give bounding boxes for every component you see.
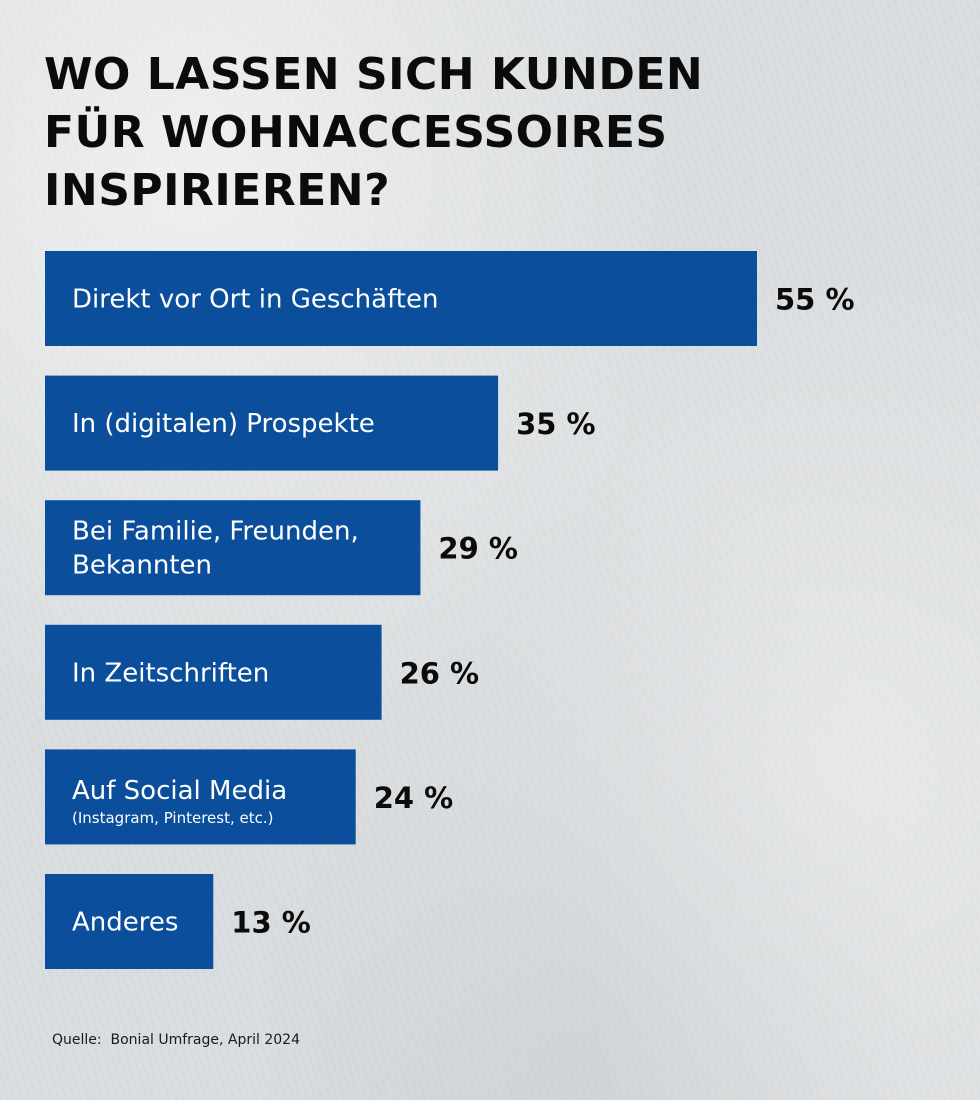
bar-value-label: 13 % — [231, 906, 311, 940]
bar — [45, 749, 356, 845]
bar-value-label: 26 % — [400, 656, 480, 690]
source-note: Quelle: Bonial Umfrage, April 2024 — [52, 1032, 300, 1048]
bar — [45, 251, 757, 346]
bar-label: Direkt vor Ort in Geschäften — [72, 285, 438, 315]
bar — [45, 874, 214, 969]
chart-title: WO LASSEN SICH KUNDEN FÜR WOHNACCESSOIRE… — [44, 49, 704, 216]
bar-value-label: 24 % — [374, 781, 454, 815]
bar-label: Bei Familie, Freunden, — [72, 517, 359, 547]
bar — [45, 624, 382, 720]
bar-value-label: 55 % — [775, 283, 855, 317]
bar-label: In Zeitschriften — [72, 658, 269, 688]
bar-label: In (digitalen) Prospekte — [72, 409, 375, 439]
bar — [45, 500, 421, 596]
bar-value-label: 35 % — [516, 407, 596, 441]
bar-chart: Direkt vor Ort in Geschäften 55 % In (digi… — [45, 251, 855, 969]
bar-sublabel: (Instagram, Pinterest, etc.) — [72, 809, 273, 827]
bar-label: Bekannten — [72, 551, 212, 581]
bar-label: Anderes — [72, 908, 178, 938]
bar-value-label: 29 % — [438, 532, 518, 566]
bar-label: Auf Social Media — [72, 776, 287, 806]
bar — [45, 375, 499, 471]
